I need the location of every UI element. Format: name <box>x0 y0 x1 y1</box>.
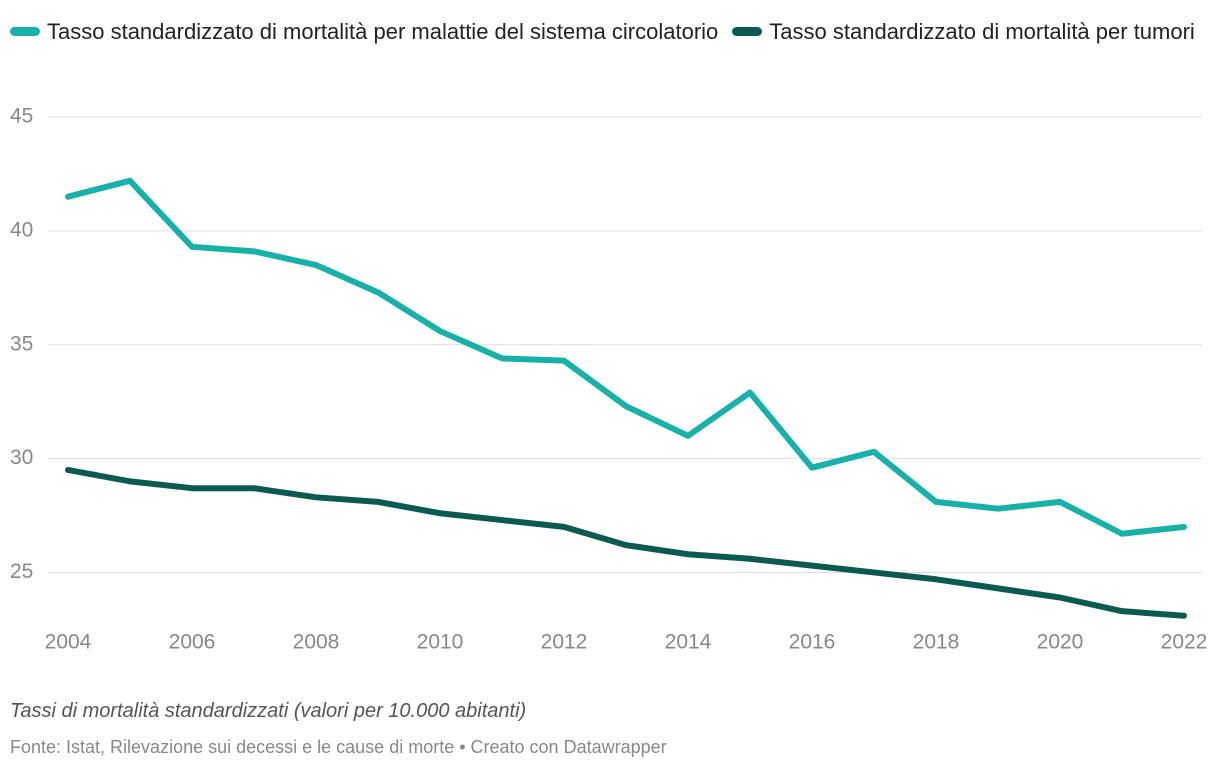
line <box>65 466 1187 619</box>
legend-entry: Tasso standardizzato di mortalità per tu… <box>732 19 1195 44</box>
x-tick-label: 2014 <box>665 631 712 654</box>
legend-swatch <box>10 26 40 36</box>
x-tick-label: 2004 <box>45 631 92 654</box>
legend-label: Tasso standardizzato di mortalità per tu… <box>769 19 1195 44</box>
legend: Tasso standardizzato di mortalità per ma… <box>10 14 1215 50</box>
line <box>65 177 1187 537</box>
legend-swatch <box>732 26 763 36</box>
y-tick-label: 45 <box>10 105 33 128</box>
y-tick-label: 35 <box>10 332 33 355</box>
x-tick-label: 2008 <box>293 631 340 654</box>
x-tick-label: 2012 <box>541 631 588 654</box>
y-tick-label: 25 <box>10 560 33 583</box>
x-tick-label: 2018 <box>913 631 960 654</box>
x-tick-label: 2006 <box>169 631 216 654</box>
legend-label: Tasso standardizzato di mortalità per ma… <box>47 19 719 44</box>
chart-source: Fonte: Istat, Rilevazione sui decessi e … <box>10 737 667 757</box>
x-tick-label: 2022 <box>1161 631 1208 654</box>
x-tick-label: 2016 <box>789 631 836 654</box>
chart-note: Tassi di mortalità standardizzati (valor… <box>10 700 527 722</box>
y-tick-label: 40 <box>10 218 33 241</box>
y-tick-label: 30 <box>10 446 33 469</box>
legend-entry: Tasso standardizzato di mortalità per ma… <box>10 19 718 44</box>
x-tick-label: 2020 <box>1037 631 1084 654</box>
x-tick-label: 2010 <box>417 631 464 654</box>
